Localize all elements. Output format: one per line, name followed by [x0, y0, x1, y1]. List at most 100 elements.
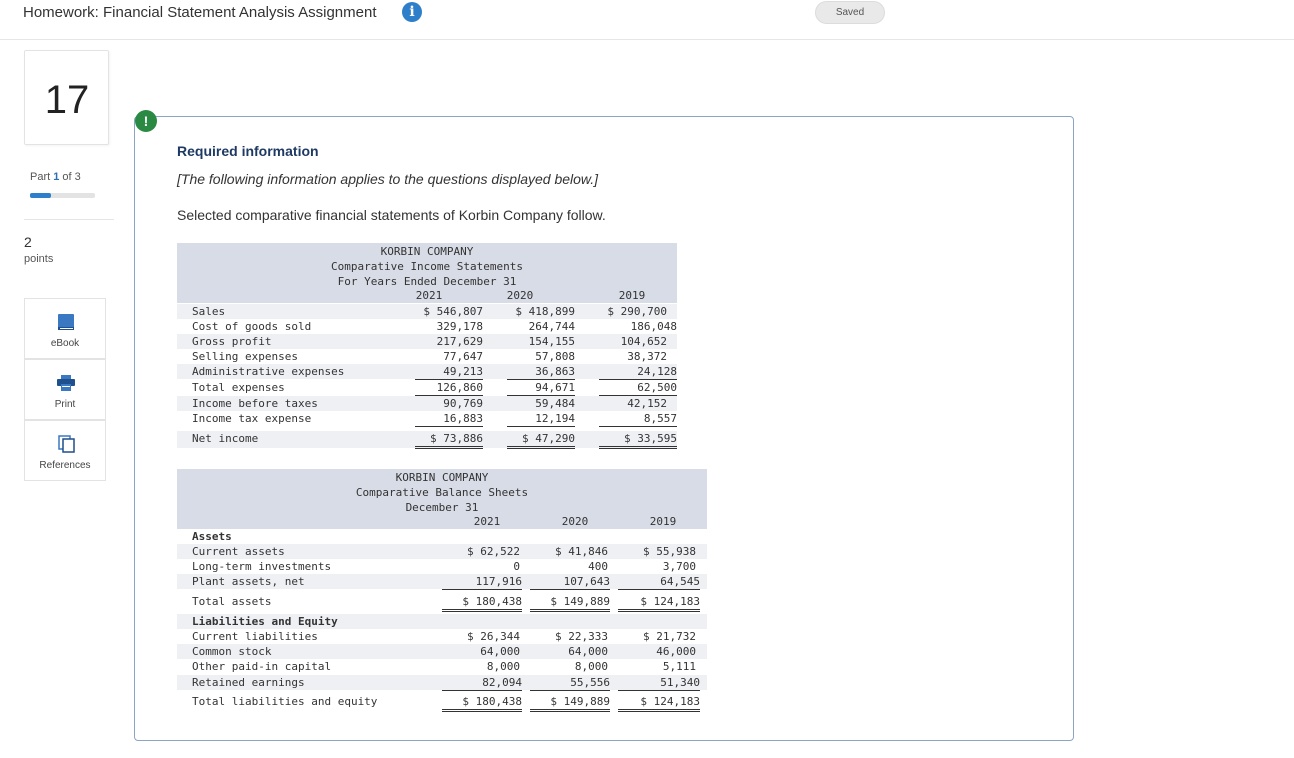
assets-heading-row: Assets — [177, 529, 707, 544]
intro-text: Selected comparative financial statement… — [177, 207, 606, 223]
value-2019: 24,128 — [599, 364, 677, 380]
points-value: 2 — [24, 234, 32, 250]
value-2019: 3,700 — [662, 560, 696, 573]
value-2019: 51,340 — [618, 675, 700, 691]
balance-year-2019: 2019 — [649, 515, 677, 528]
row-label: Income before taxes — [192, 397, 318, 410]
value-2020: 264,744 — [507, 319, 575, 335]
income-year-2020: 2020 — [506, 289, 534, 302]
row-label: Current liabilities — [192, 630, 318, 643]
liabilities-heading-row: Liabilities and Equity — [177, 614, 707, 629]
income-year-header-row: 2021 2020 2019 — [177, 288, 677, 303]
italic-note: [The following information applies to th… — [177, 171, 599, 187]
part-progress-bar — [30, 193, 95, 198]
income-row-selling-expenses: Selling expenses 77,647 57,808 38,372 — [177, 349, 677, 364]
income-company-name: KORBIN COMPANY — [380, 245, 474, 258]
value-2020: $ 22,333 — [555, 630, 608, 643]
value-2019: 42,152 — [627, 397, 667, 410]
row-label: Long-term investments — [192, 560, 332, 573]
value-2019: $ 55,938 — [643, 545, 696, 558]
value-2020: 107,643 — [530, 574, 610, 590]
value-2020: 36,863 — [507, 364, 575, 380]
balance-year-2021: 2021 — [473, 515, 501, 528]
value-2020: 57,808 — [535, 350, 575, 363]
value-2019: 104,652 — [620, 335, 667, 348]
value-2020: $ 41,846 — [555, 545, 608, 558]
value-2019: 46,000 — [656, 645, 696, 658]
balance-row-current-liabilities: Current liabilities $ 26,344 $ 22,333 $ … — [177, 629, 707, 644]
ebook-label: eBook — [50, 338, 80, 349]
value-2019: 186,048 — [599, 319, 677, 335]
references-label: References — [39, 460, 91, 471]
row-label: Other paid-in capital — [192, 660, 332, 673]
value-2021: 49,213 — [415, 364, 483, 380]
value-2021: 126,860 — [415, 380, 483, 396]
balance-row-total-assets: Total assets $ 180,438 $ 149,889 $ 124,1… — [177, 594, 707, 612]
row-label: Sales — [192, 305, 226, 318]
income-row-income-before-taxes: Income before taxes 90,769 59,484 42,152 — [177, 396, 677, 411]
income-statement-period: For Years Ended December 31 — [337, 275, 517, 288]
value-2021: $ 26,344 — [467, 630, 520, 643]
value-2020: 154,155 — [528, 335, 575, 348]
income-row-sales: Sales $ 546,807 $ 418,899 $ 290,700 — [177, 304, 677, 319]
value-2019: $ 33,595 — [599, 431, 677, 449]
balance-row-current-assets: Current assets $ 62,522 $ 41,846 $ 55,93… — [177, 544, 707, 559]
balance-row-retained-earnings: Retained earnings 82,094 55,556 51,340 — [177, 675, 707, 691]
value-2021: $ 180,438 — [442, 594, 522, 612]
balance-row-total-liabilities-equity: Total liabilities and equity $ 180,438 $… — [177, 694, 707, 712]
balance-row-plant-assets: Plant assets, net 117,916 107,643 64,545 — [177, 574, 707, 590]
assignment-title: Homework: Financial Statement Analysis A… — [23, 4, 377, 21]
value-2020: $ 418,899 — [515, 305, 575, 318]
value-2021: 64,000 — [480, 645, 520, 658]
value-2021: $ 180,438 — [442, 694, 522, 712]
balance-company-name: KORBIN COMPANY — [395, 471, 489, 484]
saved-status-badge: Saved — [815, 1, 885, 24]
balance-sheet-title: Comparative Balance Sheets — [355, 486, 529, 499]
balance-year-header-row: 2021 2020 2019 — [177, 514, 707, 529]
required-info-title: Required information — [177, 143, 319, 159]
value-2019: $ 124,183 — [618, 694, 700, 712]
row-label: Retained earnings — [192, 676, 305, 689]
ebook-button[interactable]: eBook — [24, 298, 106, 359]
question-number: 17 — [44, 78, 90, 122]
value-2020: 94,671 — [507, 380, 575, 396]
part-indicator: Part 1 of 3 — [30, 171, 81, 183]
row-label: Plant assets, net — [192, 575, 305, 588]
value-2020: 64,000 — [568, 645, 608, 658]
part-current: 1 — [53, 171, 60, 183]
value-2020: $ 47,290 — [507, 431, 575, 449]
value-2021: 16,883 — [415, 411, 483, 427]
alert-icon: ! — [135, 110, 157, 132]
question-panel — [134, 116, 1074, 741]
value-2020: 12,194 — [507, 411, 575, 427]
row-label: Gross profit — [192, 335, 272, 348]
value-2021: 329,178 — [415, 319, 483, 335]
value-2019: 5,111 — [662, 660, 696, 673]
row-label: Administrative expenses — [192, 365, 345, 378]
balance-sheet-header: KORBIN COMPANY Comparative Balance Sheet… — [177, 469, 707, 529]
row-label: Cost of goods sold — [192, 320, 312, 333]
value-2019: 64,545 — [618, 574, 700, 590]
row-label: Selling expenses — [192, 350, 298, 363]
row-label: Total expenses — [192, 381, 285, 394]
info-icon[interactable]: i — [402, 2, 422, 22]
value-2020: $ 149,889 — [530, 694, 610, 712]
printer-icon — [57, 375, 75, 391]
value-2019: 8,557 — [599, 411, 677, 427]
income-year-2019: 2019 — [618, 289, 646, 302]
value-2020: $ 149,889 — [530, 594, 610, 612]
references-button[interactable]: References — [24, 420, 106, 481]
income-row-income-tax: Income tax expense 16,883 12,194 8,557 — [177, 411, 677, 427]
value-2019: $ 21,732 — [643, 630, 696, 643]
value-2020: 59,484 — [535, 397, 575, 410]
row-label: Common stock — [192, 645, 272, 658]
value-2020: 400 — [588, 560, 608, 573]
assets-heading: Assets — [192, 530, 232, 543]
income-statement-title: Comparative Income Statements — [330, 260, 524, 273]
question-number-box: 17 — [24, 50, 109, 145]
part-suffix: of 3 — [59, 171, 81, 183]
row-label: Income tax expense — [192, 412, 312, 425]
sidebar-divider — [24, 219, 114, 220]
row-label: Current assets — [192, 545, 285, 558]
print-button[interactable]: Print — [24, 359, 106, 420]
